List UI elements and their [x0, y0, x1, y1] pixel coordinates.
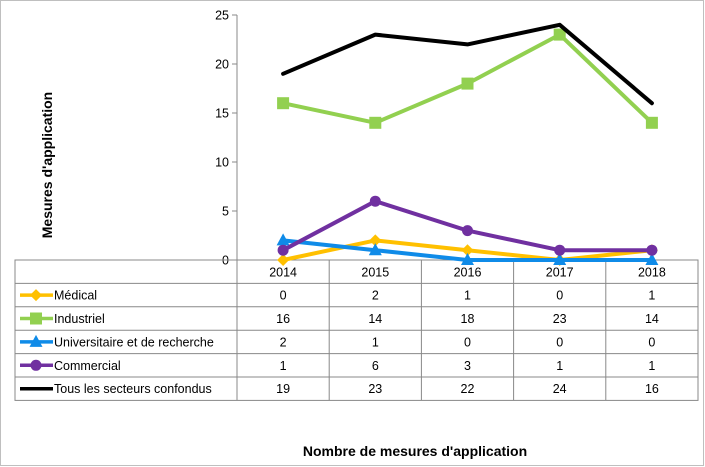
- table-cell-value: 0: [280, 289, 287, 303]
- legend-label: Tous les secteurs confondus: [54, 382, 212, 396]
- data-point: [461, 244, 474, 257]
- legend-entry: Médical: [20, 289, 97, 303]
- table-cell-value: 6: [372, 359, 379, 373]
- table-cell-value: 1: [464, 289, 471, 303]
- table-cell-value: 1: [280, 359, 287, 373]
- data-point: [368, 243, 382, 256]
- data-point: [645, 116, 658, 129]
- x-tick-label: 2015: [361, 266, 389, 280]
- data-point: [461, 77, 474, 90]
- data-point: [276, 233, 290, 246]
- table-cell-value: 0: [556, 289, 563, 303]
- legend-marker: [30, 289, 42, 302]
- legend-marker: [29, 334, 43, 347]
- table-cell-value: 2: [372, 289, 379, 303]
- legend-entry: Universitaire et de recherche: [20, 334, 214, 349]
- x-tick-label: 2018: [638, 266, 666, 280]
- data-point: [462, 225, 473, 237]
- data-point: [369, 116, 382, 129]
- data-point: [461, 253, 474, 265]
- series-group: [276, 233, 659, 265]
- table-cell-value: 2: [280, 335, 287, 349]
- y-axis-title: Mesures d'application: [39, 92, 55, 238]
- table-cell-value: 0: [556, 335, 563, 349]
- series-group: [281, 22, 654, 106]
- legend-entry: Tous les secteurs confondus: [20, 382, 212, 396]
- data-point: [553, 253, 567, 265]
- data-point: [277, 244, 289, 256]
- series-line: [281, 22, 654, 106]
- data-point: [277, 97, 290, 110]
- legend-marker: [30, 359, 42, 371]
- legend-entry: Industriel: [20, 312, 105, 326]
- data-point: [277, 254, 290, 266]
- y-tick-label: 15: [215, 107, 229, 121]
- series-group: [277, 195, 658, 256]
- table-cell-value: 0: [464, 335, 471, 349]
- x-tick-label: 2016: [454, 266, 482, 280]
- y-tick-label: 10: [215, 156, 229, 170]
- x-tick-label: 2017: [546, 266, 574, 280]
- y-tick-label: 5: [222, 205, 229, 219]
- table-cell-value: 1: [648, 359, 655, 373]
- legend-marker: [30, 312, 42, 325]
- data-point: [554, 244, 566, 256]
- table-cell-value: 16: [276, 312, 290, 326]
- table-cell-value: 3: [464, 359, 471, 373]
- table-cell-value: 0: [648, 335, 655, 349]
- table-cell-value: 23: [368, 382, 382, 396]
- x-axis-title: Nombre de mesures d'application: [303, 443, 527, 459]
- table-cell-value: 23: [553, 312, 567, 326]
- y-tick-label: 25: [215, 9, 229, 23]
- table-cell-value: 14: [368, 312, 382, 326]
- legend-label: Médical: [54, 289, 97, 303]
- data-point: [369, 195, 381, 207]
- table-cell-value: 19: [276, 382, 290, 396]
- series-group: [277, 28, 658, 129]
- x-tick-label: 2014: [269, 266, 297, 280]
- table-cell-value: 1: [648, 289, 655, 303]
- data-point: [646, 244, 658, 256]
- table-cell-value: 1: [556, 359, 563, 373]
- table-cell-value: 24: [553, 382, 567, 396]
- table-cell-value: 18: [461, 312, 475, 326]
- series-lines: [276, 22, 659, 266]
- table-cell-value: 22: [461, 382, 475, 396]
- legend-label: Universitaire et de recherche: [54, 335, 214, 349]
- data-point: [645, 253, 659, 265]
- table-cell-value: 16: [645, 382, 659, 396]
- data-point: [369, 234, 382, 247]
- legend-entry: Commercial: [20, 359, 121, 373]
- legend-label: Industriel: [54, 312, 105, 326]
- y-tick-label: 20: [215, 58, 229, 72]
- legend-label: Commercial: [54, 359, 121, 373]
- data-point: [553, 28, 566, 41]
- table-cell-value: 1: [372, 335, 379, 349]
- table-cell-value: 14: [645, 312, 659, 326]
